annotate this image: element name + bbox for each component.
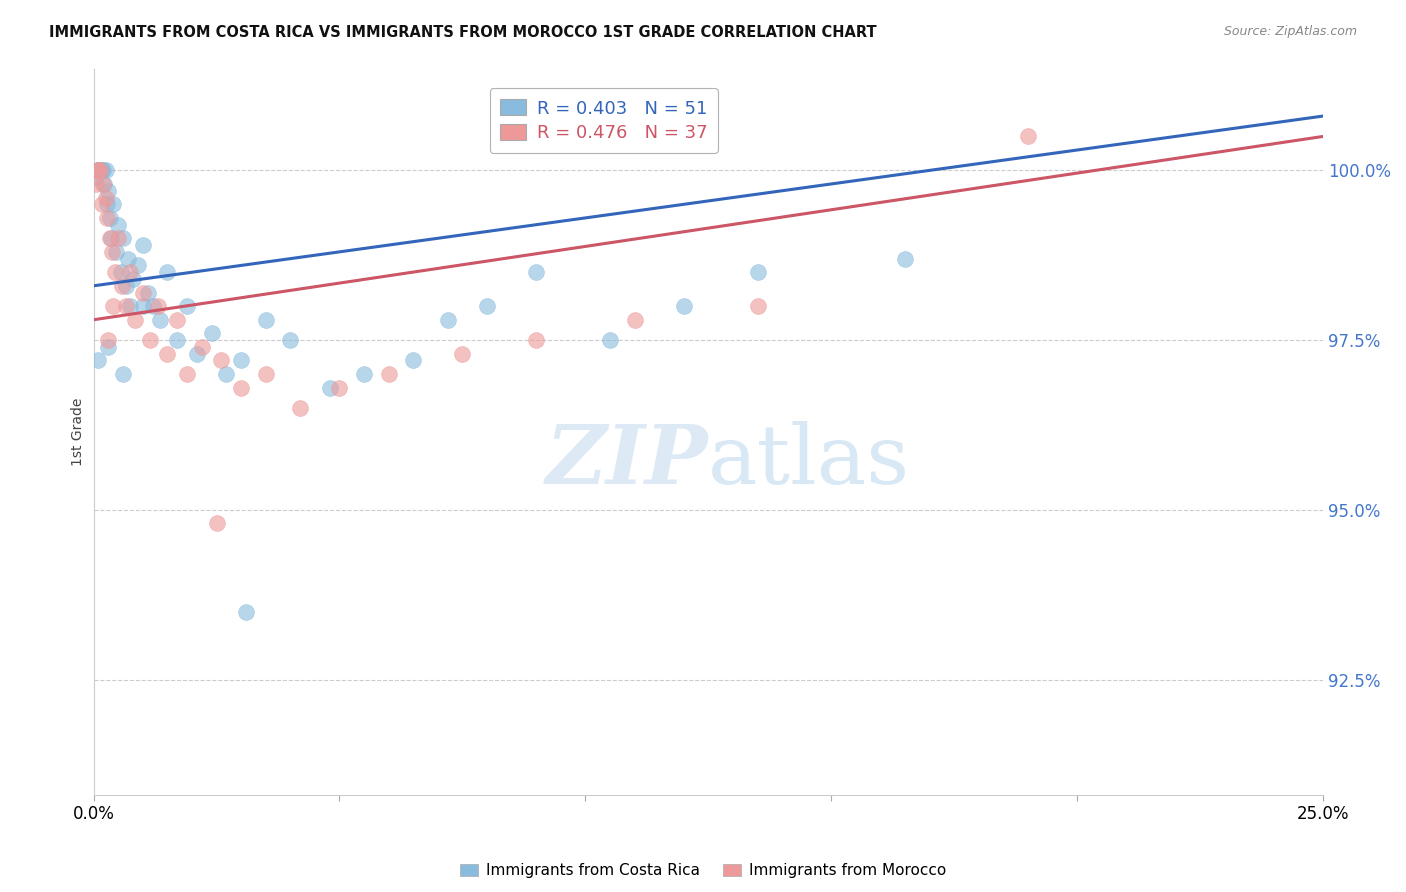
Text: ZIP: ZIP xyxy=(546,421,709,500)
Point xyxy=(90,163,112,178)
Point xyxy=(353,367,375,381)
Text: IMMIGRANTS FROM COSTA RICA VS IMMIGRANTS FROM MOROCCO 1ST GRADE CORRELATION CHAR: IMMIGRANTS FROM COSTA RICA VS IMMIGRANTS… xyxy=(49,25,877,40)
Point xyxy=(93,163,115,178)
Point xyxy=(96,211,118,225)
Point xyxy=(84,177,107,191)
Point xyxy=(524,265,547,279)
Point xyxy=(672,299,695,313)
Point xyxy=(97,333,120,347)
Point xyxy=(166,312,188,326)
Point xyxy=(156,347,179,361)
Point xyxy=(377,367,399,381)
Point xyxy=(112,367,135,381)
Point xyxy=(176,299,198,313)
Point xyxy=(132,285,155,300)
Point xyxy=(86,163,108,178)
Point xyxy=(156,265,179,279)
Point xyxy=(132,299,155,313)
Point xyxy=(89,163,111,178)
Point xyxy=(254,312,277,326)
Point xyxy=(205,516,228,531)
Point xyxy=(107,218,129,232)
Point xyxy=(132,238,155,252)
Point xyxy=(93,177,115,191)
Point xyxy=(84,170,107,185)
Point xyxy=(318,381,340,395)
Point xyxy=(127,259,149,273)
Point xyxy=(122,272,145,286)
Point xyxy=(1017,129,1039,144)
Point xyxy=(87,163,110,178)
Point xyxy=(104,244,127,259)
Point xyxy=(124,312,146,326)
Point xyxy=(89,163,111,178)
Point xyxy=(524,333,547,347)
Point xyxy=(103,299,125,313)
Point xyxy=(96,197,118,211)
Point xyxy=(328,381,350,395)
Point xyxy=(120,265,142,279)
Text: atlas: atlas xyxy=(709,421,911,500)
Point xyxy=(139,333,162,347)
Point xyxy=(599,333,621,347)
Point xyxy=(229,381,252,395)
Point xyxy=(90,163,112,178)
Point xyxy=(97,340,120,354)
Text: Source: ZipAtlas.com: Source: ZipAtlas.com xyxy=(1223,25,1357,38)
Point xyxy=(87,163,110,178)
Point xyxy=(100,231,122,245)
Point xyxy=(94,190,117,204)
Point xyxy=(288,401,311,415)
Point xyxy=(114,278,136,293)
Point xyxy=(114,299,136,313)
Point xyxy=(146,299,169,313)
Point xyxy=(402,353,425,368)
Point xyxy=(211,353,233,368)
Point xyxy=(111,278,134,293)
Point xyxy=(112,231,135,245)
Point xyxy=(136,285,159,300)
Point xyxy=(90,197,112,211)
Point xyxy=(186,347,208,361)
Point xyxy=(104,265,127,279)
Point xyxy=(97,184,120,198)
Point xyxy=(98,231,121,245)
Point xyxy=(747,299,769,313)
Point xyxy=(254,367,277,381)
Point xyxy=(235,605,257,619)
Point xyxy=(623,312,645,326)
Point xyxy=(98,211,121,225)
Point xyxy=(107,231,129,245)
Point xyxy=(94,163,117,178)
Point xyxy=(201,326,224,341)
Point xyxy=(87,353,110,368)
Point xyxy=(101,244,124,259)
Point xyxy=(215,367,238,381)
Point xyxy=(475,299,498,313)
Point xyxy=(166,333,188,347)
Point xyxy=(229,353,252,368)
Point xyxy=(93,177,115,191)
Point xyxy=(278,333,301,347)
Point xyxy=(86,163,108,178)
Point xyxy=(149,312,172,326)
Point xyxy=(120,299,142,313)
Legend: R = 0.403   N = 51, R = 0.476   N = 37: R = 0.403 N = 51, R = 0.476 N = 37 xyxy=(489,88,718,153)
Y-axis label: 1st Grade: 1st Grade xyxy=(72,398,86,466)
Point xyxy=(451,347,474,361)
Point xyxy=(110,265,132,279)
Point xyxy=(894,252,917,266)
Point xyxy=(117,252,139,266)
Point xyxy=(747,265,769,279)
Point xyxy=(191,340,214,354)
Point xyxy=(103,197,125,211)
Point xyxy=(142,299,165,313)
Point xyxy=(436,312,458,326)
Point xyxy=(176,367,198,381)
Legend: Immigrants from Costa Rica, Immigrants from Morocco: Immigrants from Costa Rica, Immigrants f… xyxy=(454,857,952,884)
